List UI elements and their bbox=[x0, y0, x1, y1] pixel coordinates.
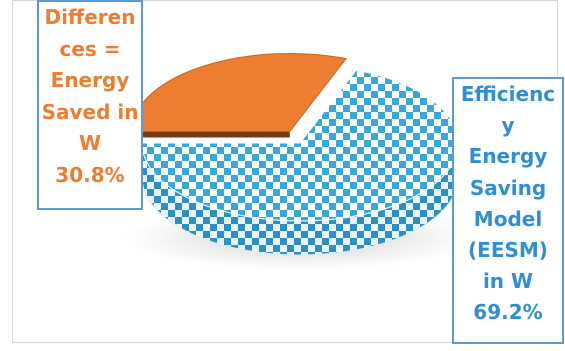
slice-label-line: Saving bbox=[469, 175, 547, 200]
slice-label-line: Efficienc bbox=[460, 82, 556, 106]
slice-label-line: Saved in bbox=[41, 99, 139, 124]
slice-label-line: Model bbox=[473, 206, 543, 231]
slice-label-line: y bbox=[501, 113, 515, 138]
slice-eesm bbox=[141, 69, 459, 222]
slice-label-line: ces = bbox=[59, 36, 121, 61]
slice-label-line: Energy bbox=[50, 68, 130, 92]
slice-label-line: Differen bbox=[44, 5, 136, 29]
slice-label-line: (EESM) bbox=[468, 238, 548, 263]
slice-label-eesm: Efficienc y Energy Saving Model (EESM) in W 69.… bbox=[452, 77, 564, 344]
slice-label-line: W bbox=[78, 131, 102, 155]
slice-differences bbox=[131, 52, 347, 132]
slice-label-line: 69.2% bbox=[473, 300, 543, 325]
slice-label-line: Energy bbox=[468, 144, 548, 169]
slice-edge-differences bbox=[131, 131, 290, 138]
slice-label-line: in W bbox=[482, 269, 534, 294]
slice-label-line: 30.8% bbox=[55, 162, 125, 187]
slice-label-differences: Differen ces = Energy Saved in W 30.8% bbox=[37, 0, 143, 210]
